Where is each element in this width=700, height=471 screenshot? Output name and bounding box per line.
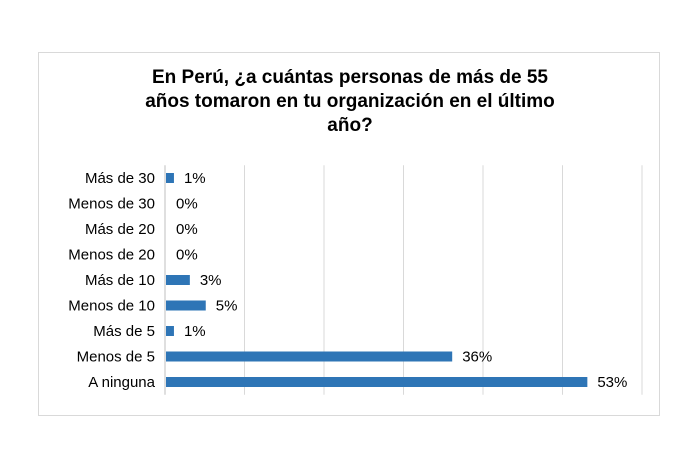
category-labels: Más de 30 Menos de 30 Más de 20 Menos de 20…: [68, 170, 155, 391]
category-label: Más de 5: [93, 323, 155, 340]
value-label: 1%: [184, 170, 206, 187]
category-label: Menos de 20: [68, 247, 155, 264]
bar: [166, 173, 174, 183]
category-label: Menos de 5: [77, 349, 155, 366]
value-label: 36%: [462, 349, 492, 366]
chart-title-line-1: En Perú, ¿a cuántas personas de más de 5…: [152, 67, 548, 88]
chart-title: En Perú, ¿a cuántas personas de más de 5…: [0, 66, 700, 138]
bar: [166, 275, 190, 285]
category-label: Más de 30: [85, 170, 155, 187]
value-label: 53%: [597, 374, 627, 391]
bar: [166, 300, 206, 311]
value-label: 3%: [200, 272, 222, 289]
category-label: Menos de 10: [68, 298, 155, 315]
bar: [166, 377, 588, 387]
bar: [166, 326, 174, 336]
value-label: 1%: [184, 323, 206, 340]
category-label: Más de 10: [85, 272, 155, 289]
value-labels: 1%0%0%0%3%5%1%36%53%: [176, 170, 627, 391]
category-label: Menos de 30: [68, 196, 155, 213]
bars: [166, 173, 588, 387]
chart-title-line-2: años tomaron en tu organización en el úl…: [145, 91, 555, 112]
bar: [166, 351, 453, 362]
value-label: 0%: [176, 221, 198, 238]
value-label: 0%: [176, 247, 198, 264]
chart-title-line-3: año?: [327, 115, 373, 136]
value-label: 5%: [216, 298, 238, 315]
value-label: 0%: [176, 196, 198, 213]
category-label: Más de 20: [85, 221, 155, 238]
category-label: A ninguna: [88, 374, 155, 391]
